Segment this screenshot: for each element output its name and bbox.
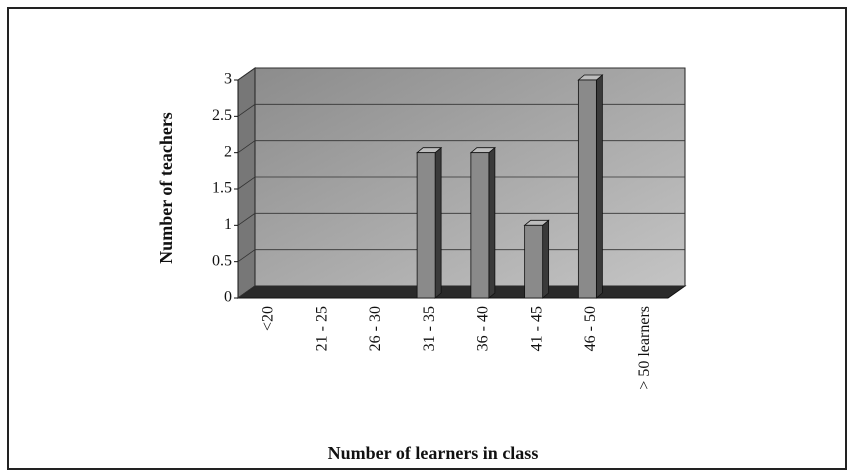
- grid-line: [237, 212, 685, 226]
- floor: [236, 285, 687, 299]
- grid-line: [237, 140, 685, 153]
- y-tick-label: 2: [224, 143, 232, 160]
- grid-line: [237, 176, 685, 190]
- bar-side: [434, 146, 442, 299]
- x-tick-label: > 50 learners: [636, 306, 653, 390]
- bar: [577, 74, 604, 299]
- grid-line: [237, 67, 685, 81]
- y-tick-label: 1.5: [212, 180, 232, 197]
- x-axis-label: Number of learners in class: [328, 443, 539, 463]
- x-tick-label: 21 - 25: [313, 306, 330, 351]
- x-tick-label: 46 - 50: [582, 306, 599, 351]
- bar-side: [488, 146, 496, 299]
- grid-line: [237, 103, 685, 117]
- y-tick-label: 0: [224, 289, 232, 306]
- y-axis-label: Number of teachers: [156, 112, 176, 264]
- y-tick-label: 1: [224, 216, 232, 233]
- x-tick-label: 41 - 45: [528, 306, 545, 351]
- bar-side: [542, 219, 550, 299]
- bar-side: [595, 74, 603, 299]
- bar-front: [470, 152, 490, 299]
- y-tick-label: 2.5: [212, 107, 232, 124]
- y-tick-label: 3: [224, 71, 232, 88]
- bar: [416, 146, 443, 299]
- bar: [469, 146, 496, 299]
- y-tick-label: 0.5: [212, 252, 232, 269]
- x-tick-label: 36 - 40: [475, 306, 492, 351]
- x-tick-label: 31 - 35: [421, 306, 438, 351]
- x-tick-label: <20: [260, 306, 277, 331]
- bar-front: [524, 224, 544, 299]
- bar-front: [577, 79, 597, 299]
- bar: [523, 219, 550, 299]
- x-tick-label: 26 - 30: [367, 306, 384, 351]
- bar-front: [416, 152, 436, 299]
